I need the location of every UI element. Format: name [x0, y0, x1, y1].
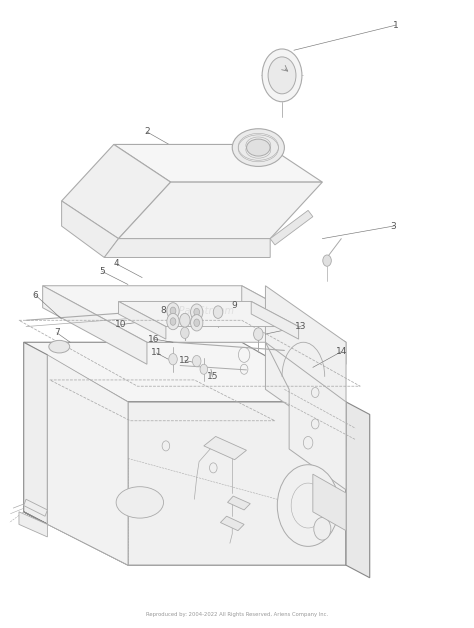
Text: 13: 13 — [295, 322, 307, 331]
Polygon shape — [62, 144, 171, 239]
Circle shape — [191, 315, 203, 331]
Polygon shape — [43, 286, 346, 342]
Text: 7: 7 — [54, 328, 60, 337]
Circle shape — [213, 306, 223, 318]
Polygon shape — [104, 239, 270, 257]
Polygon shape — [47, 355, 128, 565]
Ellipse shape — [232, 129, 284, 166]
Polygon shape — [24, 499, 47, 516]
Polygon shape — [24, 342, 47, 524]
Text: 12: 12 — [179, 356, 191, 365]
Polygon shape — [313, 474, 346, 531]
Polygon shape — [19, 512, 47, 537]
Circle shape — [194, 319, 200, 327]
Polygon shape — [24, 342, 346, 402]
Circle shape — [180, 313, 190, 327]
Polygon shape — [242, 286, 346, 364]
Text: 5: 5 — [99, 267, 105, 276]
Circle shape — [323, 255, 331, 266]
Circle shape — [192, 355, 201, 367]
Text: 9: 9 — [232, 301, 237, 310]
Circle shape — [169, 354, 177, 365]
Polygon shape — [265, 342, 346, 490]
Polygon shape — [251, 301, 299, 339]
Text: 6: 6 — [33, 291, 38, 300]
Circle shape — [268, 57, 296, 94]
Text: 15: 15 — [207, 372, 218, 381]
Circle shape — [194, 308, 200, 316]
Text: 14: 14 — [336, 347, 347, 356]
Polygon shape — [24, 402, 346, 565]
Text: 1: 1 — [393, 21, 399, 30]
Circle shape — [181, 327, 189, 338]
Text: Reproduced by: 2004-2022 All Rights Reserved, Ariens Company Inc.: Reproduced by: 2004-2022 All Rights Rese… — [146, 612, 328, 617]
Polygon shape — [118, 182, 322, 239]
Circle shape — [167, 303, 179, 319]
Text: 10: 10 — [115, 320, 127, 329]
Circle shape — [170, 307, 176, 315]
Polygon shape — [270, 210, 313, 245]
Text: 16: 16 — [148, 335, 160, 344]
Polygon shape — [220, 516, 244, 531]
Circle shape — [167, 313, 179, 330]
Circle shape — [262, 49, 302, 102]
Polygon shape — [346, 402, 370, 578]
Text: 8: 8 — [161, 306, 166, 315]
Circle shape — [170, 318, 176, 325]
Circle shape — [277, 465, 339, 546]
Text: 2: 2 — [144, 127, 150, 136]
Polygon shape — [204, 436, 246, 460]
Polygon shape — [118, 301, 299, 327]
Circle shape — [191, 304, 203, 320]
Text: All-PartStream: All-PartStream — [164, 306, 235, 316]
Text: 4: 4 — [113, 259, 119, 268]
Polygon shape — [118, 301, 166, 339]
Polygon shape — [228, 496, 250, 510]
Polygon shape — [114, 144, 322, 182]
Text: 3: 3 — [391, 222, 396, 230]
Polygon shape — [62, 201, 118, 257]
Circle shape — [254, 328, 263, 340]
Ellipse shape — [116, 487, 164, 518]
Ellipse shape — [246, 139, 270, 156]
Ellipse shape — [49, 340, 70, 353]
Polygon shape — [43, 286, 147, 364]
Text: 11: 11 — [151, 349, 162, 357]
Circle shape — [314, 517, 331, 540]
Circle shape — [200, 364, 208, 374]
Polygon shape — [265, 286, 346, 446]
